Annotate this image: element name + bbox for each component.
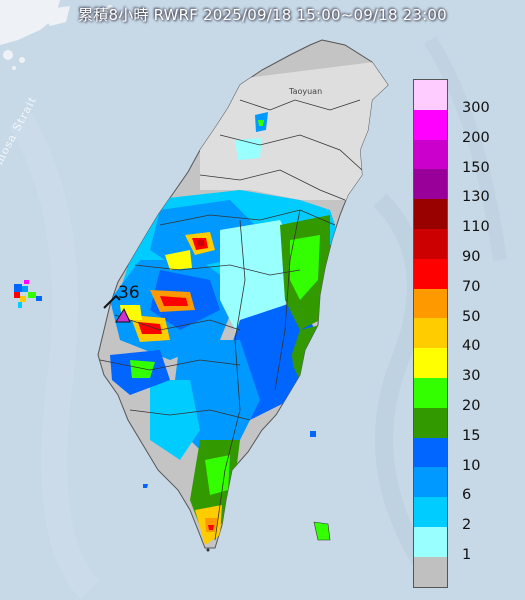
map-title: 累積8小時 RWRF 2025/09/18 15:00~09/18 23:00 xyxy=(78,6,447,24)
legend-swatch xyxy=(413,497,448,527)
legend-swatch xyxy=(413,348,448,378)
county-boundaries xyxy=(99,99,363,541)
penghu-echoes xyxy=(14,280,42,308)
legend-swatch xyxy=(413,407,448,438)
legend-label: 40 xyxy=(462,338,481,355)
legend-bar xyxy=(413,79,448,588)
legend-label: 150 xyxy=(462,159,490,176)
legend-swatch xyxy=(413,199,448,229)
orchid-island xyxy=(313,521,331,541)
station-value: 36 xyxy=(118,283,140,303)
legend-swatch xyxy=(413,318,448,349)
legend-swatch xyxy=(413,169,448,200)
station-marker xyxy=(115,307,131,323)
sea-relief xyxy=(8,36,507,600)
legend-swatch xyxy=(413,288,448,319)
legend-swatch xyxy=(413,258,448,289)
legend-swatch xyxy=(413,377,448,408)
legend-swatch xyxy=(413,79,448,110)
legend-label: 6 xyxy=(462,487,472,504)
legend-swatch xyxy=(413,556,448,588)
precip-field xyxy=(110,60,388,545)
legend-label: 300 xyxy=(462,100,490,116)
legend-label: 70 xyxy=(462,278,481,295)
legend-label: 30 xyxy=(462,368,481,385)
legend-label: 2 xyxy=(462,517,472,534)
legend-label: 90 xyxy=(462,249,481,265)
liuqiu xyxy=(143,484,148,488)
legend-label: 50 xyxy=(462,308,481,325)
legend-swatch xyxy=(413,109,448,140)
legend-swatch xyxy=(413,526,448,557)
legend-label: 110 xyxy=(462,219,490,236)
marker-leader xyxy=(103,294,121,309)
green-island xyxy=(310,431,316,437)
legend-label: 20 xyxy=(462,398,481,414)
cloud-patches xyxy=(0,0,132,70)
city-label: Taoyuan xyxy=(289,87,323,96)
legend-label: 130 xyxy=(462,189,490,206)
legend-label: 200 xyxy=(462,129,490,146)
legend-label: 10 xyxy=(462,457,481,474)
legend-label: 15 xyxy=(462,427,481,444)
legend-swatch xyxy=(413,467,448,498)
legend-swatch xyxy=(413,437,448,468)
legend-swatch xyxy=(413,228,448,259)
legend-label: 1 xyxy=(462,547,472,563)
legend-swatch xyxy=(413,139,448,170)
